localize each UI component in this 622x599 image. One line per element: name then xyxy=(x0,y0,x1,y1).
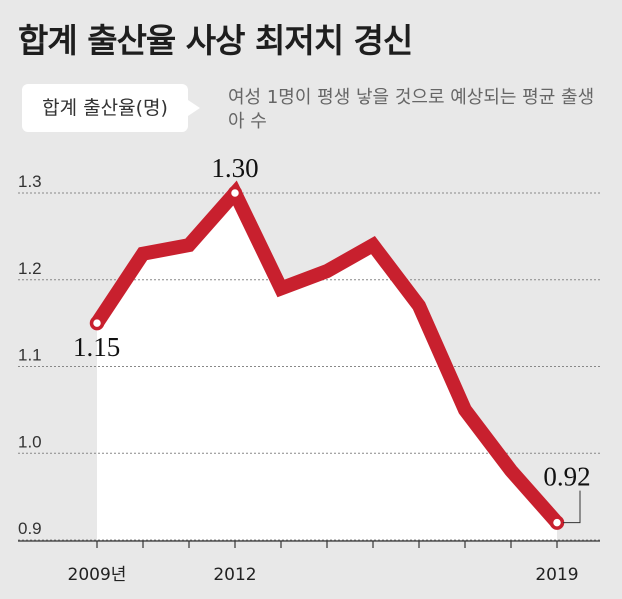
unit-description: 여성 1명이 평생 낳을 것으로 예상되는 평균 출생아 수 xyxy=(228,87,595,132)
unit-badge: 합계 출산율(명) xyxy=(22,84,200,132)
data-labels: 1.15 1.30 0.92 xyxy=(73,153,591,524)
x-tick-label: 2012 xyxy=(213,565,256,585)
y-tick-label: 0.9 xyxy=(18,519,42,538)
data-marker xyxy=(549,515,565,530)
data-marker xyxy=(227,185,243,201)
data-marker xyxy=(89,315,105,331)
y-axis-ticks: 1.3 1.2 1.1 1.0 0.9 xyxy=(18,172,42,538)
data-label: 1.30 xyxy=(211,153,258,183)
y-tick-label: 1.3 xyxy=(18,172,42,191)
data-markers xyxy=(89,185,565,530)
label-leader-line xyxy=(563,490,581,524)
y-tick-label: 1.0 xyxy=(18,432,42,451)
data-label: 1.15 xyxy=(73,332,120,362)
chart-title: 합계 출산율 사상 최저치 경신 xyxy=(18,21,413,60)
series-line xyxy=(91,180,563,528)
x-tick-label: 2019 xyxy=(535,565,578,585)
x-axis: 2009년 2012 2019 xyxy=(18,540,600,585)
x-tick-label: 2009년 xyxy=(68,565,127,585)
y-tick-label: 1.2 xyxy=(18,259,42,278)
y-tick-label: 1.1 xyxy=(18,346,42,365)
data-label: 0.92 xyxy=(543,462,590,492)
